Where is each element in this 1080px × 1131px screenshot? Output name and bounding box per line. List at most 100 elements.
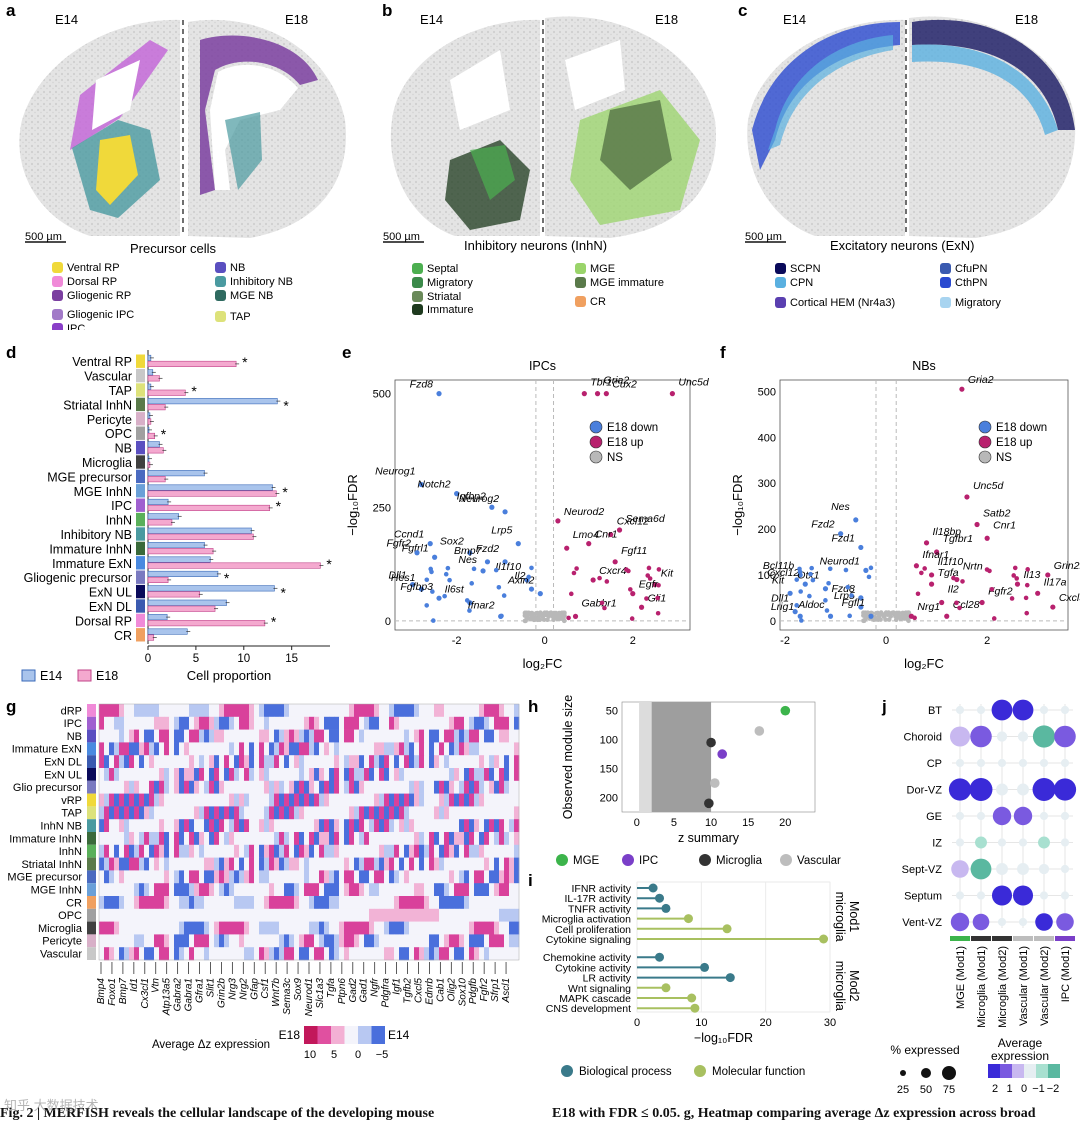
heatmap-cell xyxy=(364,883,370,897)
heatmap-cell xyxy=(509,870,515,884)
heatmap-row-color xyxy=(87,857,96,871)
heatmap-cell xyxy=(469,883,475,897)
heatmap-cell xyxy=(134,768,140,782)
bar-e18 xyxy=(147,533,254,540)
gene-label: Sfrp1 xyxy=(490,978,501,1002)
heatmap-cell xyxy=(314,883,320,897)
heatmap-cell xyxy=(499,832,505,846)
heatmap-cell xyxy=(214,883,220,897)
gene-label: Nrg2 xyxy=(238,978,249,1000)
y-axis-title: −log₁₀FDR xyxy=(345,474,360,535)
heatmap-cell xyxy=(169,768,175,782)
heatmap-cell xyxy=(104,780,110,794)
heatmap-cell xyxy=(254,844,260,858)
point-ns xyxy=(893,617,899,623)
heatmap-cell xyxy=(429,742,435,756)
heatmap-cell xyxy=(404,921,410,935)
heatmap-cell xyxy=(509,780,515,794)
heatmap-cell xyxy=(294,896,300,910)
significance-star: * xyxy=(282,484,288,500)
heatmap-cell xyxy=(174,921,180,935)
heatmap-cell xyxy=(419,947,425,961)
heatmap-cell xyxy=(239,896,245,910)
gene-label: Ccnd1 xyxy=(394,529,424,541)
heatmap-cell xyxy=(199,755,205,769)
heatmap-cell xyxy=(329,806,335,820)
legend-label: Gliogenic IPC xyxy=(67,309,134,321)
heatmap-cell xyxy=(479,716,485,730)
heatmap-cell xyxy=(394,704,400,718)
category-label: Gliogenic precursor xyxy=(24,571,132,585)
heatmap-cell xyxy=(239,806,245,820)
heatmap-cell xyxy=(234,704,240,718)
heatmap-cell xyxy=(99,934,105,948)
point-vascular xyxy=(754,726,765,736)
heatmap-cell xyxy=(224,844,230,858)
heatmap-cell xyxy=(364,755,370,769)
heatmap-cell xyxy=(444,921,450,935)
x-axis-title: log₂FC xyxy=(523,656,563,671)
heatmap-cell xyxy=(289,870,295,884)
heatmap-cell xyxy=(194,883,200,897)
dot-column-label: IPC (Mod1) xyxy=(1060,946,1072,1002)
heatmap-cell xyxy=(284,704,290,718)
category-color-chip xyxy=(136,469,145,484)
heatmap-cell xyxy=(419,934,425,948)
heatmap-cell xyxy=(429,832,435,846)
point-bg xyxy=(912,615,917,621)
heatmap-cell xyxy=(349,947,355,961)
gene-label: Fzd8 xyxy=(410,379,434,391)
tissue-section-b-e14 xyxy=(390,19,540,237)
dot xyxy=(955,838,965,847)
lollipop-head xyxy=(655,952,665,962)
heatmap-cell xyxy=(269,832,275,846)
gene-label: Grin2b xyxy=(1054,560,1080,572)
category-label: NB xyxy=(115,442,132,456)
heatmap-cell xyxy=(374,883,380,897)
heatmap-cell xyxy=(294,819,300,833)
heatmap-cell xyxy=(344,780,350,794)
heatmap-cell xyxy=(324,716,330,730)
heatmap-cell xyxy=(499,793,505,807)
heatmap-cell xyxy=(464,921,470,935)
heatmap-cell xyxy=(419,780,425,794)
heatmap-cell xyxy=(269,793,275,807)
heatmap-cell xyxy=(364,768,370,782)
term-label: Wnt signaling xyxy=(568,983,631,995)
heatmap-cell xyxy=(184,921,190,935)
heatmap-cell xyxy=(369,844,375,858)
heatmap-cell xyxy=(259,768,265,782)
heatmap-cell xyxy=(264,729,270,743)
heatmap-cell xyxy=(109,947,115,961)
heatmap-cell xyxy=(99,908,105,922)
point-bg xyxy=(794,577,800,582)
heatmap-cell xyxy=(284,832,290,846)
heatmap-cell xyxy=(119,844,125,858)
heatmap-cell xyxy=(509,896,515,910)
heatmap-cell xyxy=(344,755,350,769)
heatmap-cell xyxy=(129,768,135,782)
gene-label: Notch2 xyxy=(417,479,450,491)
dot xyxy=(1039,891,1049,900)
point-bg xyxy=(808,571,813,577)
heatmap-cell xyxy=(484,742,490,756)
heatmap-cell xyxy=(439,947,445,961)
heatmap-cell xyxy=(389,768,395,782)
point-gene xyxy=(572,613,579,619)
heatmap-cell xyxy=(494,742,500,756)
heatmap-cell xyxy=(454,755,460,769)
heatmap-cell xyxy=(424,806,430,820)
heatmap-cell xyxy=(499,870,505,884)
heatmap-cell xyxy=(394,921,400,935)
heatmap-cell xyxy=(429,896,435,910)
heatmap-cell xyxy=(229,870,235,884)
legend-label: NS xyxy=(607,452,623,464)
heatmap-cell xyxy=(204,844,210,858)
heatmap-cell xyxy=(129,780,135,794)
heatmap-cell xyxy=(244,934,250,948)
heatmap-cell xyxy=(469,780,475,794)
heatmap-cell xyxy=(214,947,220,961)
heatmap-cell xyxy=(354,832,360,846)
heatmap-cell xyxy=(104,742,110,756)
